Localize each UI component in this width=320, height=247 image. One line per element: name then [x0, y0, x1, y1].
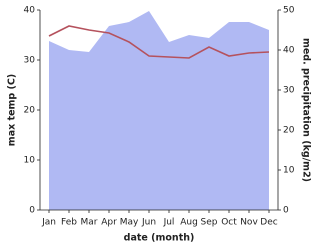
x-tick-label: Jun	[141, 218, 156, 228]
x-tick-label: Mar	[81, 218, 98, 228]
x-tick-label: Apr	[101, 218, 117, 228]
x-tick-label: Dec	[260, 218, 277, 228]
y-tick-label: 0	[29, 206, 35, 216]
y2-tick-label: 20	[283, 126, 295, 136]
x-tick-label: Feb	[61, 218, 77, 228]
y2-tick-label: 10	[283, 166, 295, 176]
precipitation-area	[49, 11, 269, 210]
y-axis-title: max temp (C)	[7, 74, 18, 146]
y-tick-label: 10	[24, 156, 36, 166]
y2-tick-label: 0	[283, 206, 289, 216]
y-tick-label: 20	[24, 106, 36, 116]
y2-tick-label: 50	[283, 6, 295, 16]
temperature-line	[48, 25, 270, 59]
y2-axis-title: med. precipitation (kg/m2)	[301, 38, 312, 182]
y-tick-label: 30	[24, 56, 36, 66]
y2-tick-label: 30	[283, 86, 295, 96]
y2-tick-label: 40	[283, 46, 295, 56]
x-axis-title: date (month)	[124, 233, 195, 244]
x-tick-label: May	[120, 218, 139, 228]
x-tick-label: Jul	[163, 218, 175, 228]
x-tick-label: Aug	[180, 218, 198, 228]
x-tick-label: Nov	[240, 218, 258, 228]
x-tick-label: Jan	[41, 218, 56, 228]
x-tick-label: Sep	[201, 218, 218, 228]
x-tick-label: Oct	[221, 218, 237, 228]
y-tick-label: 40	[24, 6, 36, 16]
